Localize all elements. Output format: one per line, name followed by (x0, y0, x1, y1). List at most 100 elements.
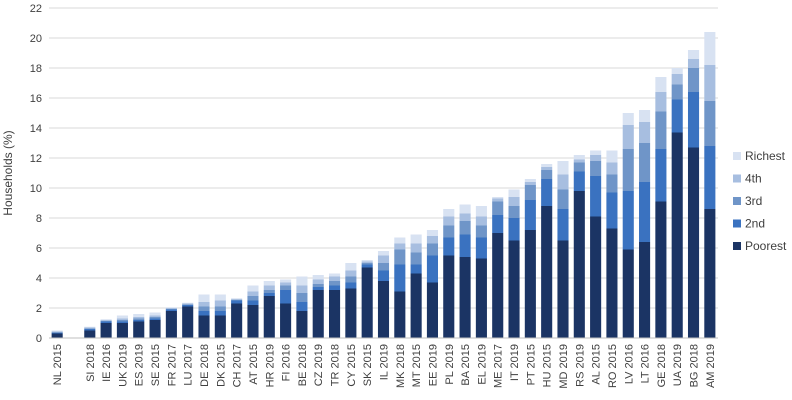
bar-segment (361, 260, 373, 262)
bar-segment (573, 171, 585, 191)
bar-segment (100, 320, 112, 322)
bar-stack (622, 113, 634, 338)
x-tick-label: SK 2015 (362, 344, 374, 386)
bar-segment (84, 329, 96, 331)
legend-label: 4th (745, 172, 762, 186)
bar-segment (361, 264, 373, 268)
bar-segment (182, 305, 194, 307)
bar-segment (573, 155, 585, 160)
bar-segment (394, 291, 406, 338)
x-axis-ticks: NL 2015 SI 2018 IE 2016 UK 2019 ES 2019 SE 20… (52, 344, 717, 389)
x-tick-label: HR 2019 (264, 344, 276, 387)
bar-segment (475, 237, 487, 259)
y-tick-label: 6 (36, 243, 42, 255)
bar-segment (541, 179, 553, 206)
y-tick-label: 10 (30, 183, 42, 195)
bar-stack (492, 197, 504, 338)
bar-stack (214, 294, 226, 338)
bar-segment (508, 240, 520, 338)
bar-segment (116, 321, 128, 323)
bar-segment (475, 258, 487, 338)
bar-segment (149, 315, 161, 317)
bar-segment (377, 281, 390, 338)
y-tick-label: 18 (30, 63, 42, 75)
bar-segment (247, 300, 259, 305)
bar-segment (443, 255, 455, 338)
bar-segment (475, 225, 487, 238)
bar-stack (312, 275, 324, 338)
x-tick-label: ME 2017 (493, 344, 505, 388)
bar-segment (704, 209, 716, 338)
bar-stack (443, 209, 455, 338)
y-tick-label: 16 (30, 93, 42, 105)
bar-segment (231, 303, 243, 338)
bar-segment (639, 122, 651, 143)
bar-segment (51, 331, 63, 332)
bar-segment (704, 101, 716, 146)
y-tick-label: 14 (30, 123, 42, 135)
x-tick-label: LV 2016 (623, 344, 635, 384)
y-tick-label: 12 (30, 153, 42, 165)
bar-segment (133, 318, 145, 320)
bar-stack (329, 273, 341, 338)
bar-stack (84, 326, 96, 338)
bar-segment (149, 317, 161, 319)
x-tick-label: BE 2018 (297, 344, 309, 386)
bar-segment (182, 303, 194, 305)
bar-segment (394, 243, 406, 250)
bar-stack (606, 150, 618, 338)
bar-stack (247, 285, 259, 338)
bar-segment (459, 234, 471, 257)
bar-segment (231, 300, 243, 304)
bar-stack (133, 314, 145, 338)
x-tick-label: RO 2015 (607, 344, 619, 388)
x-tick-label: SE 2015 (150, 344, 162, 386)
bar-segment (165, 311, 177, 338)
bar-segment (410, 243, 422, 253)
bar-segment (100, 321, 112, 323)
bar-segment (345, 282, 357, 289)
bar-segment (410, 273, 422, 338)
bar-segment (704, 146, 716, 209)
bar-stack (459, 204, 471, 338)
bar-stack (263, 281, 275, 338)
bar-segment (84, 326, 96, 328)
bar-segment (687, 68, 700, 92)
bar-segment (133, 317, 145, 319)
legend-label: 3rd (745, 194, 762, 208)
bar-segment (377, 255, 390, 263)
bar-segment (426, 255, 438, 283)
bar-segment (410, 264, 422, 274)
bar-segment (133, 321, 145, 338)
bar-segment (165, 308, 177, 310)
bar-segment (655, 77, 667, 92)
y-tick-label: 22 (30, 3, 42, 15)
bar-segment (622, 249, 634, 338)
bar-segment (182, 304, 194, 305)
bar-segment (312, 279, 324, 284)
x-tick-label: GE 2018 (656, 344, 668, 387)
bar-segment (165, 307, 177, 308)
bar-segment (508, 197, 520, 206)
bar-segment (410, 252, 422, 265)
bar-segment (687, 50, 700, 59)
legend-swatch (733, 219, 741, 228)
bar-stack (394, 237, 406, 338)
bar-segment (557, 161, 569, 175)
bar-stack (475, 206, 487, 338)
bar-segment (84, 330, 96, 338)
bar-stack (165, 307, 177, 338)
bar-stack (557, 161, 569, 338)
bar-segment (329, 273, 341, 277)
x-tick-label: EL 2019 (476, 344, 488, 385)
bar-segment (198, 306, 210, 311)
bar-segment (361, 267, 373, 338)
bar-segment (655, 92, 667, 112)
bar-segment (149, 320, 161, 338)
bar-segment (263, 290, 275, 293)
bar-segment (165, 309, 177, 311)
bar-segment (116, 315, 128, 319)
bar-segment (590, 150, 602, 155)
bar-segment (606, 162, 618, 175)
y-tick-label: 20 (30, 33, 42, 45)
